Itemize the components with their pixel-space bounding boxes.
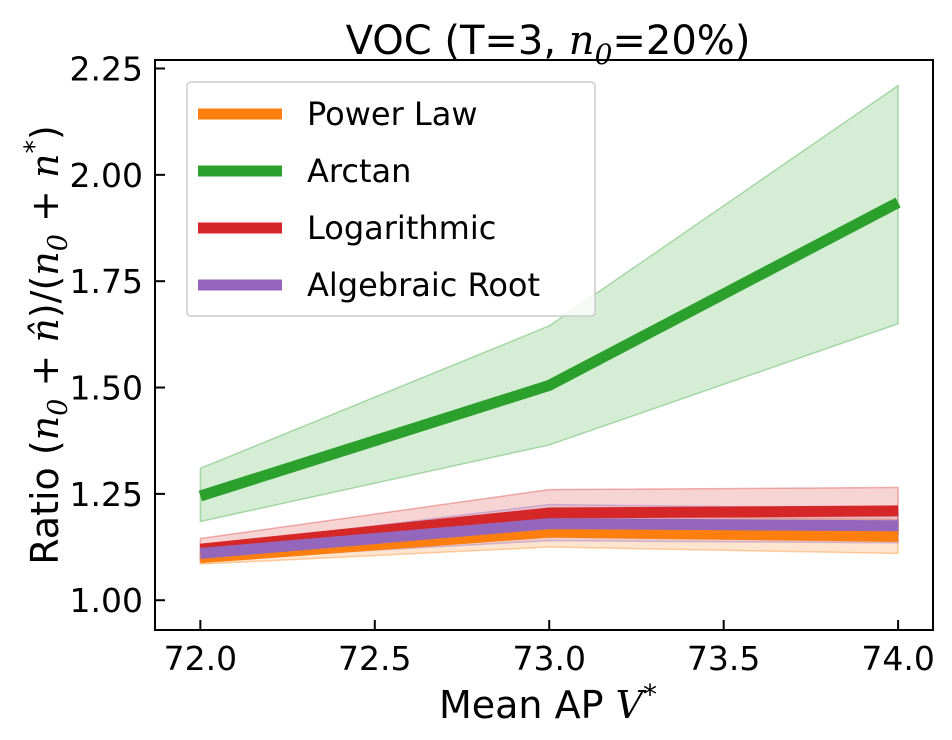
x-tick-label: 73.0 [512,639,585,678]
y-axis-label: Ratio (n0 + n̂)/(n0 + n*) [19,125,74,565]
arctan-line [198,197,901,502]
legend-label-arctan: Arctan [307,152,411,190]
y-tick-label: 1.50 [70,369,143,408]
legend-label-logarithmic: Logarithmic [307,209,496,247]
y-tick-label: 1.25 [70,475,143,514]
legend-label-algebraic-root: Algebraic Root [307,266,540,304]
series-lines [198,197,901,564]
x-tick-label: 74.0 [861,639,934,678]
x-axis-ticks: 72.0 72.5 73.0 73.5 74.0 [164,620,935,678]
legend-label-power-law: Power Law [307,95,478,133]
legend: Power Law Arctan Logarithmic Algebraic Root [186,81,596,317]
power-law-line [199,526,899,564]
algebraic-root-line [199,518,899,559]
chart-title: VOC (T=3, n0=20%) [346,18,751,71]
x-tick-label: 73.5 [687,639,760,678]
legend-box [186,81,596,317]
y-tick-label: 1.75 [70,262,143,301]
y-tick-label: 2.00 [70,156,143,195]
logarithmic-line [199,505,899,555]
x-tick-label: 72.5 [338,639,411,678]
plot-area-frame [154,59,934,631]
arctan-band [199,84,899,523]
x-tick-label: 72.0 [164,639,237,678]
x-axis-label: Mean AP V* [439,678,657,727]
y-tick-label: 2.25 [70,50,143,89]
y-tick-label: 1.00 [70,581,143,620]
y-axis-ticks: 1.00 1.25 1.50 1.75 2.00 2.25 [70,50,165,620]
